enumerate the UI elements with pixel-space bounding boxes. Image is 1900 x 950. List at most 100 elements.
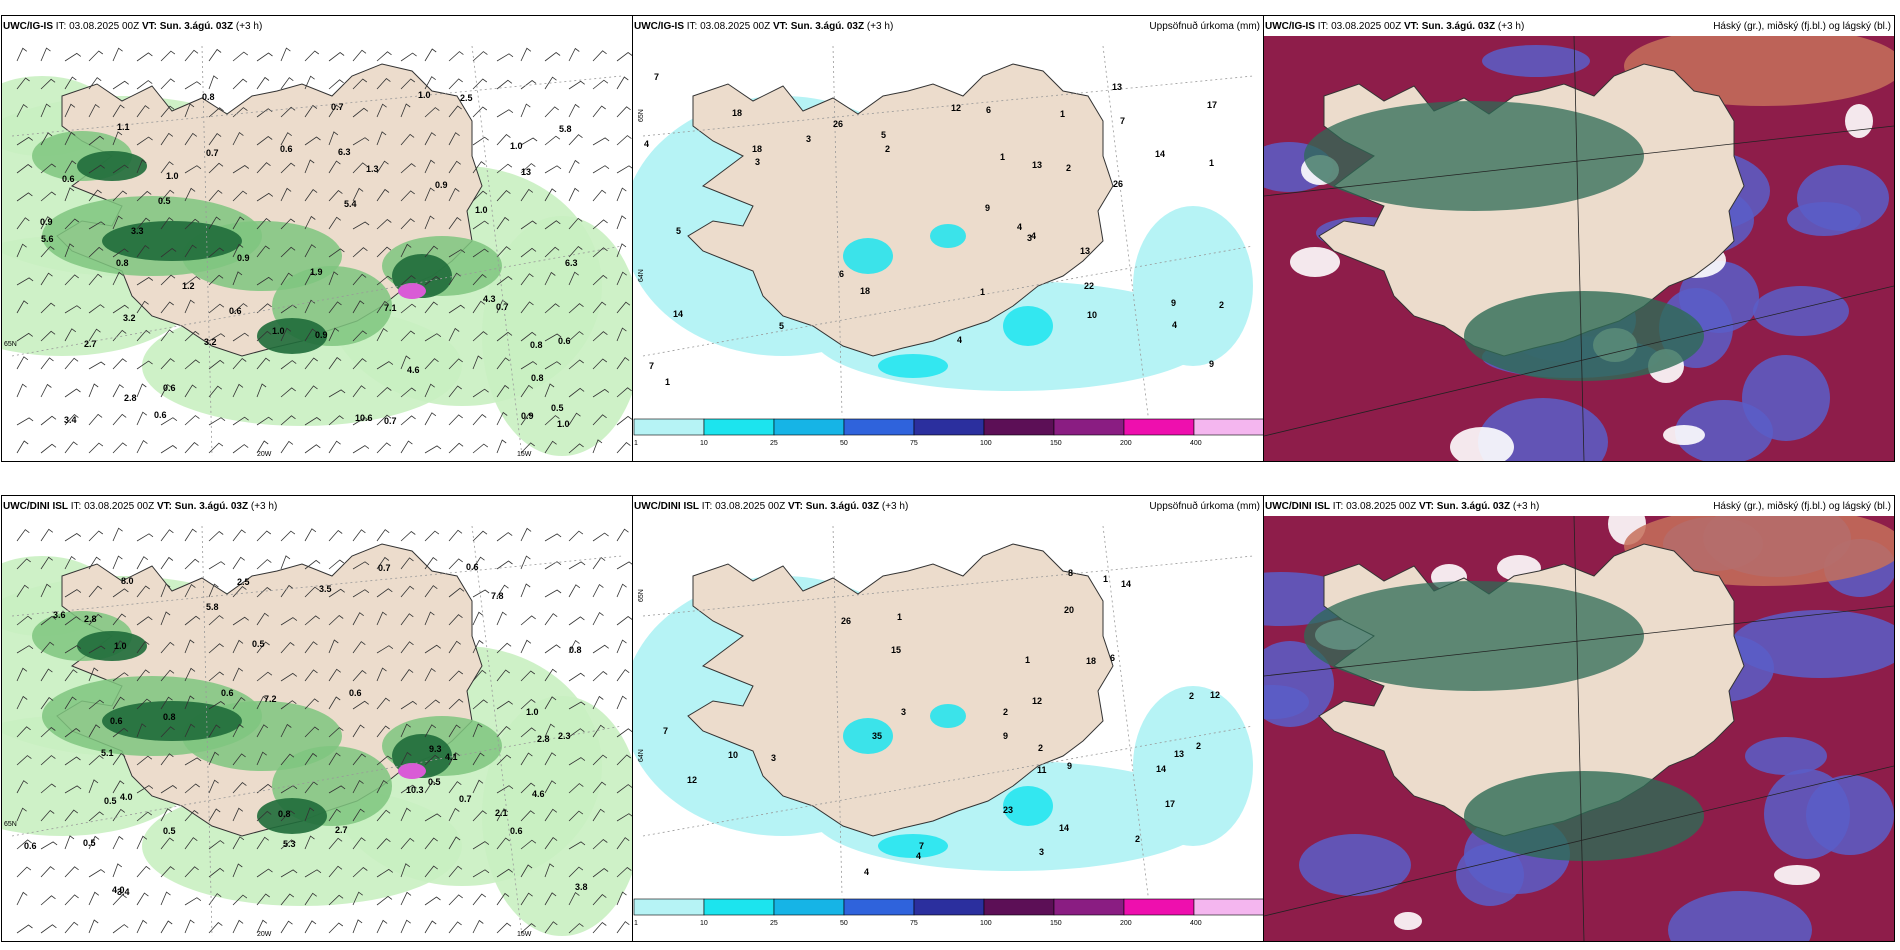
accum-value-label: 14 (1155, 149, 1165, 159)
wind-barbs (16, 527, 632, 934)
precip-value-label: 0.8 (116, 258, 129, 268)
wind-barb (520, 384, 534, 398)
accum-value-label: 1 (665, 377, 670, 387)
precip-value-label: 4.6 (407, 365, 420, 375)
accum-value-label: 4 (644, 139, 649, 149)
graticule (1264, 36, 1894, 461)
wind-barb (472, 388, 489, 398)
valid-time: VT: Sun. 3.ágú. 03Z (772, 21, 865, 32)
init-time: IT: 03.08.2025 00Z (701, 501, 786, 512)
wind-barb (208, 615, 224, 626)
wind-barb (352, 919, 363, 934)
accum-value-label: 8 (1068, 568, 1073, 578)
wind-barb (64, 328, 77, 342)
wind-barb (208, 274, 224, 286)
wind-barb (352, 837, 366, 850)
accum-value-label: 7 (654, 72, 659, 82)
axis-label: 65N (638, 589, 645, 602)
wind-barb (112, 696, 125, 710)
precip-value-label: 0.8 (163, 712, 176, 722)
wind-barb (64, 809, 79, 822)
wind-barb (280, 839, 296, 850)
wind-barb (472, 106, 488, 118)
lead-time: (+3 h) (235, 21, 263, 32)
wind-barb (88, 869, 106, 878)
colorbar-swatch (983, 418, 1055, 436)
precip-value-label: 0.7 (384, 416, 397, 426)
wind-barb (352, 273, 367, 286)
heavy-precip-area (878, 834, 948, 858)
wind-barb (616, 187, 627, 202)
wind-barb (520, 752, 533, 766)
colorbar-tick-label: 150 (1050, 440, 1062, 447)
wind-barb (544, 589, 562, 598)
wind-barb (136, 300, 149, 314)
wind-barb (376, 838, 391, 850)
wind-barb (112, 780, 125, 794)
wind-barb (16, 807, 27, 822)
wind-barb (88, 755, 104, 766)
wind-barb (280, 672, 298, 682)
wind-barb (304, 75, 315, 90)
precip-value-label: 1.0 (557, 419, 570, 429)
wind-barb (352, 700, 369, 710)
heavy-precip-area (878, 354, 948, 378)
wind-barb (208, 867, 225, 878)
wind-barb (184, 330, 200, 342)
wind-barb (496, 560, 513, 570)
wind-barb (520, 301, 534, 314)
wind-barb (400, 784, 417, 794)
wind-barb (16, 529, 30, 542)
wind-barb (472, 51, 488, 62)
wind-barb (520, 923, 536, 934)
accum-value-label: 4 (916, 851, 921, 861)
wind-barb (352, 670, 367, 682)
wind-barb (448, 187, 460, 202)
wind-barb (544, 220, 561, 230)
wind-barb (448, 836, 461, 850)
wind-barb (352, 589, 370, 598)
wind-barb (616, 754, 632, 766)
wind-barb (112, 80, 129, 90)
wind-barb (544, 51, 561, 62)
wind-barb (592, 439, 603, 454)
wind-barb (88, 779, 99, 794)
wind-barb (112, 271, 124, 286)
wind-barb (232, 697, 246, 710)
wind-barb (112, 47, 123, 62)
wind-barb (568, 303, 584, 314)
wind-barb (520, 810, 535, 822)
wind-barb (448, 865, 463, 878)
wind-barb (352, 162, 367, 174)
wind-barb (496, 384, 510, 398)
wind-barb (232, 416, 249, 426)
wind-barb (64, 645, 82, 654)
wind-barb (448, 132, 460, 146)
precip-value-label: 0.7 (206, 148, 219, 158)
wind-barb (112, 555, 123, 570)
wind-barb (88, 724, 101, 738)
wind-barb (40, 615, 57, 626)
wind-barb (184, 615, 201, 626)
wind-barb (544, 135, 561, 146)
wind-barb (568, 701, 586, 710)
colorbar-tick-label: 100 (980, 920, 992, 927)
iceland-landmass (687, 543, 1114, 837)
wind-barb (568, 159, 580, 174)
wind-barb (112, 413, 127, 426)
wind-barb (88, 77, 102, 90)
wind-barb (16, 695, 28, 710)
axis-label: 65N (4, 341, 17, 348)
precip-value-label: 7.2 (264, 694, 277, 704)
wind-barb (448, 272, 461, 286)
wind-barb (592, 79, 609, 90)
wind-barb (160, 891, 171, 906)
low-cloud-area (1668, 891, 1812, 941)
wind-barb (616, 327, 627, 342)
wind-barb (280, 387, 296, 398)
wind-barb (304, 244, 316, 258)
precip-value-label: 5.8 (206, 602, 219, 612)
wind-barb (184, 165, 202, 174)
wind-barb (208, 724, 221, 738)
lead-time: (+3 h) (1497, 21, 1525, 32)
